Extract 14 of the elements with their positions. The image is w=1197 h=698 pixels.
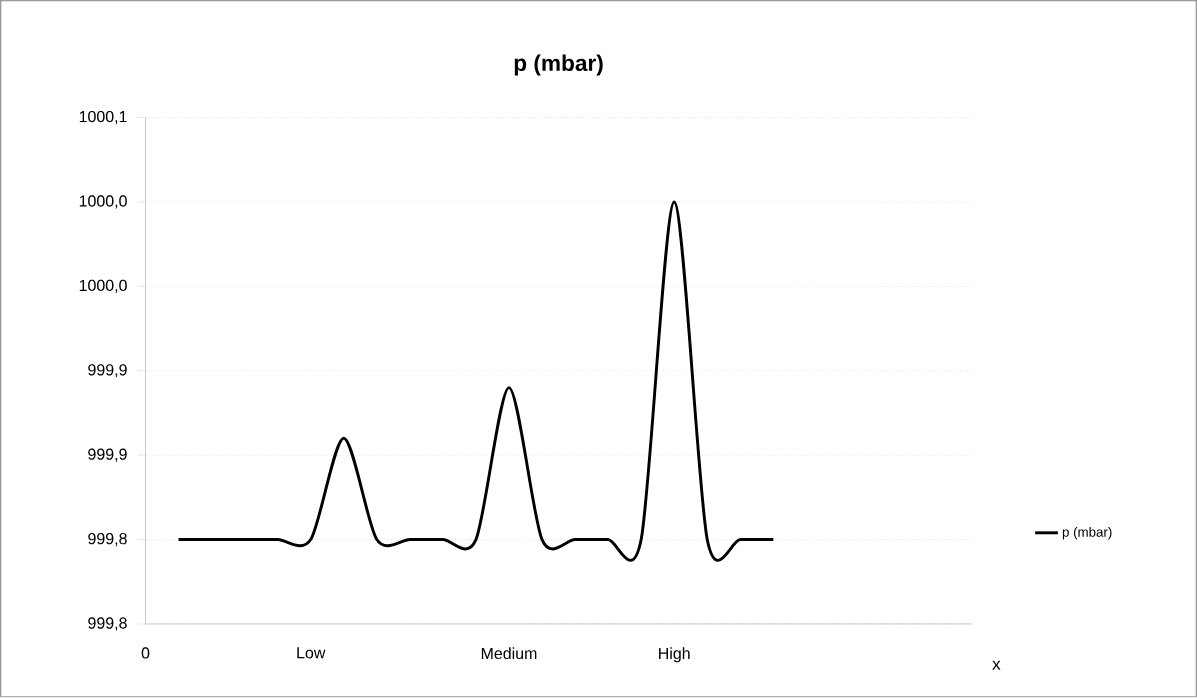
chart-title: p (mbar) [514, 54, 603, 76]
y-tick-label: 999,8 [88, 533, 127, 547]
x-tick-label: 0 [141, 647, 150, 659]
x-tick-label: Low [297, 647, 326, 659]
x-tick-label: Medium [481, 647, 537, 660]
y-tick-label: 999,8 [88, 617, 127, 631]
y-tick-label: 999,9 [88, 448, 127, 462]
y-tick-label: 999,9 [88, 364, 127, 378]
y-tick-label: 1000,0 [79, 279, 127, 294]
y-tick-label: 1000,0 [79, 195, 127, 209]
legend-label: p (mbar) [1062, 527, 1112, 540]
x-axis-title: x [992, 660, 1001, 670]
x-tick-label: High [659, 647, 690, 663]
y-tick-label: 1000,1 [79, 111, 127, 125]
